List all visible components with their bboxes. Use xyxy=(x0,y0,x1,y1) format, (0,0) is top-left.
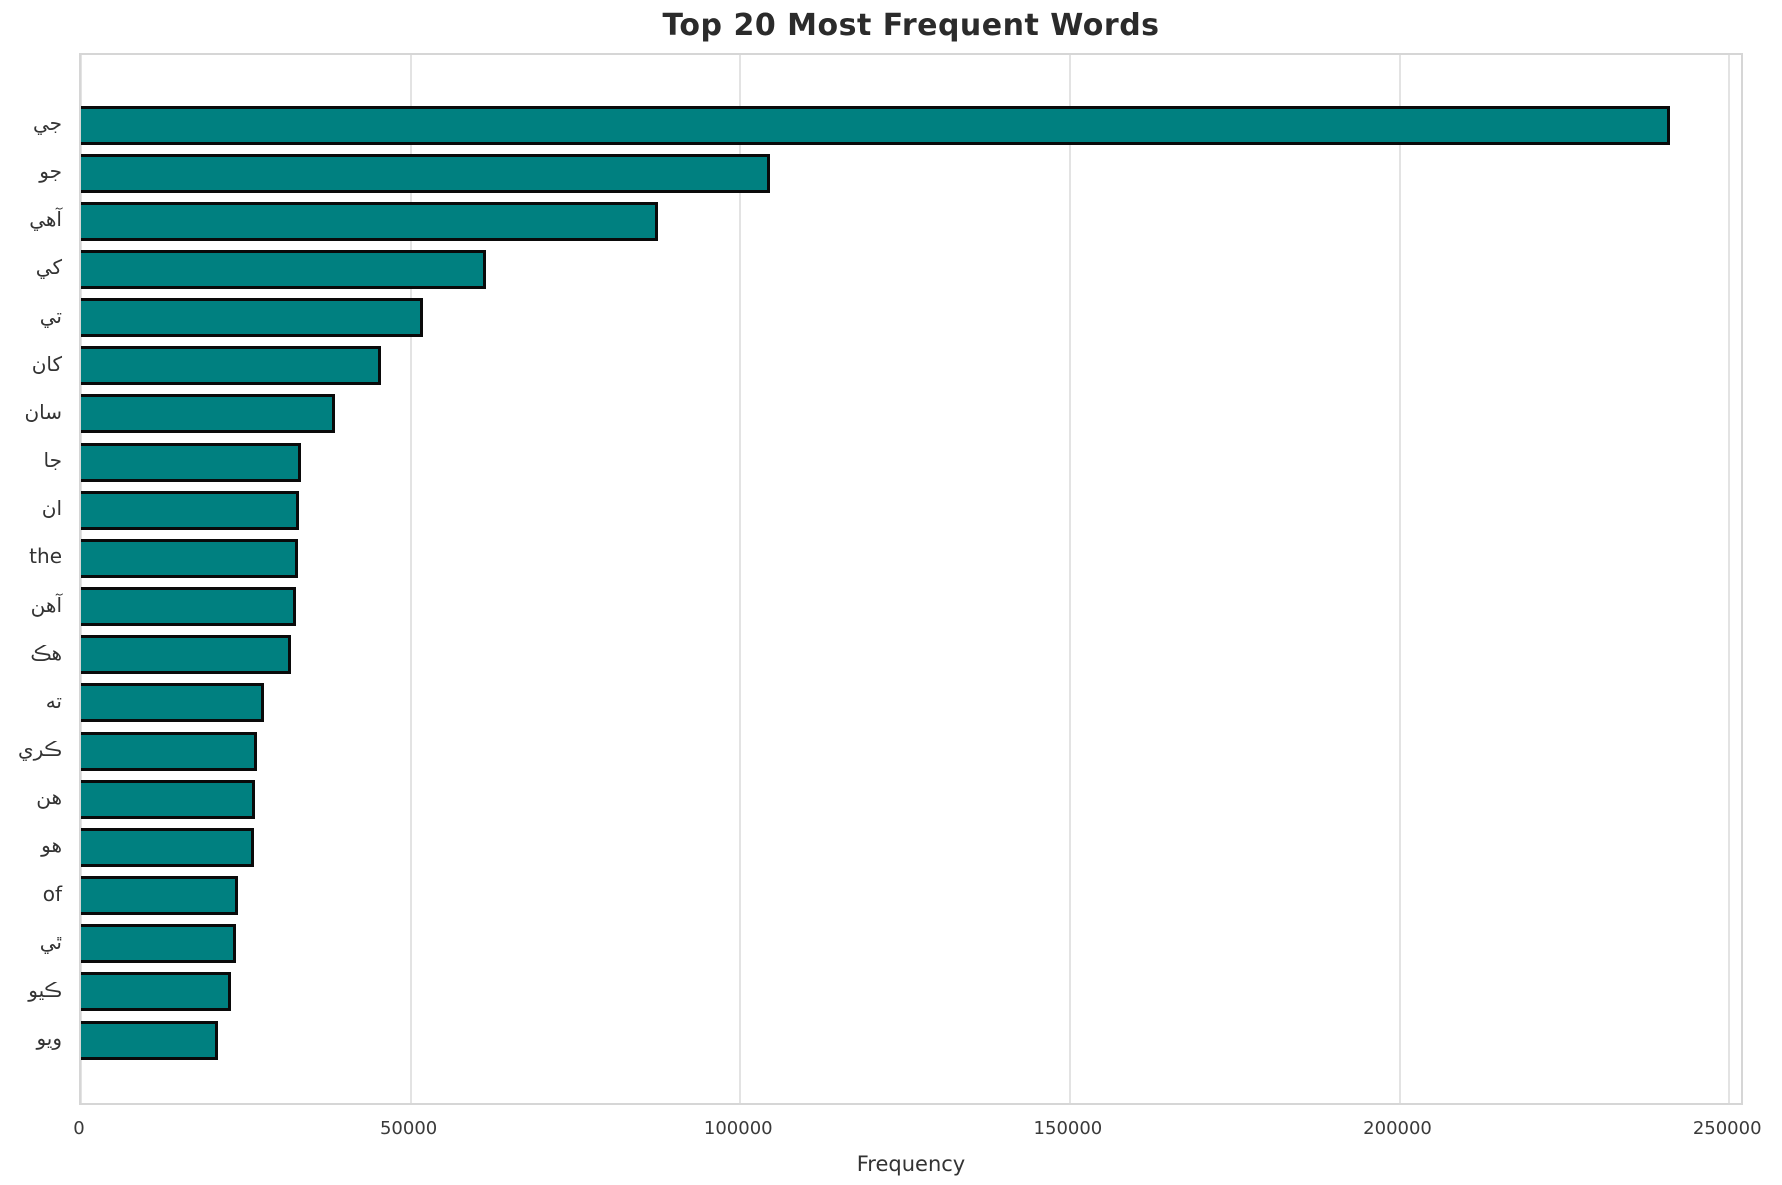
x-axis-tick-label: 200000 xyxy=(1363,1118,1432,1139)
gridline xyxy=(739,55,742,1103)
y-axis-label: جا xyxy=(43,448,62,473)
y-axis-label: جو xyxy=(39,159,62,184)
y-axis-label: هو xyxy=(41,833,62,858)
bar-سان xyxy=(81,394,335,434)
x-axis-tick-label: 250000 xyxy=(1692,1118,1762,1139)
gridline xyxy=(1398,55,1401,1103)
x-axis-tick-label: 150000 xyxy=(1033,1118,1103,1139)
bar-هن xyxy=(81,779,256,819)
y-axis-label: آهن xyxy=(30,592,62,617)
bar-آهن xyxy=(81,587,296,627)
gridline xyxy=(409,55,412,1103)
x-axis-tick-label: 100000 xyxy=(703,1118,773,1139)
y-axis-label: ڪري xyxy=(17,737,62,762)
y-axis-label: of xyxy=(42,881,62,906)
bar-کان xyxy=(81,346,381,386)
y-axis-label: ان xyxy=(41,496,62,521)
gridline xyxy=(1068,55,1071,1103)
bar-ٿي xyxy=(81,924,236,964)
x-axis-tick-label: 50000 xyxy=(379,1118,438,1139)
gridline xyxy=(81,55,82,1103)
gridline xyxy=(1728,55,1731,1103)
y-axis-label: ٿي xyxy=(39,929,62,954)
y-axis-label: the xyxy=(29,544,62,569)
bar-جا xyxy=(81,442,302,482)
bar-ڪري xyxy=(81,731,258,771)
bar-کي xyxy=(81,249,486,289)
plot-area xyxy=(79,53,1743,1105)
bar-آهي xyxy=(81,201,658,241)
y-axis-label: جي xyxy=(32,111,62,135)
x-axis-tick-label: 0 xyxy=(73,1118,85,1139)
bar-ڪيو xyxy=(81,972,232,1012)
bar-ته xyxy=(81,683,265,723)
y-axis-label: ته xyxy=(45,688,62,713)
bar-هو xyxy=(81,827,254,867)
bar-تي xyxy=(81,298,424,338)
x-axis-title: Frequency xyxy=(856,1152,966,1176)
chart-title: Top 20 Most Frequent Words xyxy=(662,8,1160,43)
y-axis-label: هن xyxy=(36,785,62,810)
y-axis-label: کان xyxy=(31,351,62,376)
y-axis-label: آهي xyxy=(29,207,62,232)
y-axis-label: هڪ xyxy=(30,640,62,665)
bar-the xyxy=(81,538,298,578)
bar-جو xyxy=(81,153,770,193)
y-axis-label: کي xyxy=(35,255,62,280)
bar-ان xyxy=(81,490,300,530)
y-axis-label: ويو xyxy=(36,1026,62,1051)
bar-of xyxy=(81,876,238,916)
bar-ويو xyxy=(81,1020,219,1060)
y-axis-label: ڪيو xyxy=(28,977,62,1002)
bar-جي xyxy=(81,105,1670,145)
y-axis-label: تي xyxy=(39,303,62,328)
y-axis-label: سان xyxy=(24,399,62,424)
bar-هڪ xyxy=(81,635,292,675)
